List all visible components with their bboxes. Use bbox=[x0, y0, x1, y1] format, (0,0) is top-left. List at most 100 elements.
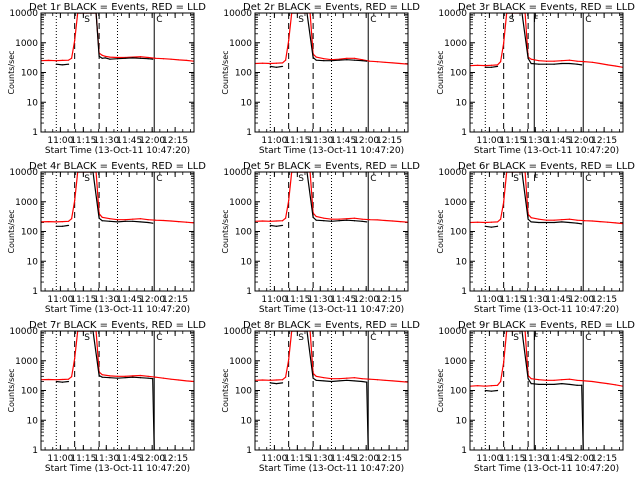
lld-point bbox=[496, 64, 499, 66]
y-tick-label: 10000 bbox=[9, 9, 38, 19]
lld-point bbox=[561, 60, 563, 62]
lld-point bbox=[376, 61, 378, 63]
y-tick-label: 10 bbox=[27, 416, 39, 426]
x-tick-label: 11:30 bbox=[93, 295, 119, 305]
events-point bbox=[98, 55, 100, 57]
chart-panel-6: Det 6r BLACK = Events, RED = LLD 1 10 100 10… bbox=[436, 161, 635, 315]
marker-letter: C bbox=[156, 15, 162, 25]
marker-letter: C bbox=[370, 174, 376, 184]
y-tick-label: 1000 bbox=[15, 39, 38, 49]
x-axis-label: Start Time (13-Oct-11 10:47:20) bbox=[259, 464, 404, 474]
events-point bbox=[61, 225, 64, 227]
lld-point bbox=[584, 220, 586, 222]
lld-point bbox=[346, 218, 348, 220]
lld-point bbox=[614, 65, 616, 67]
marker-letter: S bbox=[84, 174, 90, 184]
events-point bbox=[527, 378, 529, 380]
events-point bbox=[323, 220, 325, 222]
lld-point bbox=[285, 59, 287, 61]
plot-area bbox=[255, 13, 408, 132]
events-point bbox=[581, 64, 583, 66]
events-point bbox=[366, 221, 368, 223]
lld-point bbox=[147, 56, 149, 59]
x-tick-label: 11:45 bbox=[545, 136, 571, 146]
lld-point bbox=[576, 219, 578, 221]
events-point bbox=[576, 384, 578, 386]
lld-point bbox=[71, 376, 73, 378]
events-point bbox=[553, 383, 555, 386]
events-point bbox=[330, 380, 333, 383]
marker-letter: S bbox=[84, 15, 90, 25]
lld-point bbox=[330, 378, 333, 380]
plot-frame bbox=[40, 330, 195, 451]
lld-point bbox=[384, 61, 386, 63]
events-point bbox=[561, 62, 563, 65]
events-point bbox=[568, 383, 571, 386]
y-tick-label: 10 bbox=[241, 257, 253, 267]
lld-point bbox=[607, 221, 609, 223]
lld-point bbox=[162, 58, 164, 60]
y-tick-label: 10000 bbox=[9, 327, 38, 337]
x-tick-label: 11:30 bbox=[93, 454, 119, 464]
lld-point bbox=[262, 62, 264, 64]
lld-point bbox=[185, 59, 187, 62]
lld-point bbox=[538, 60, 540, 62]
events-point bbox=[581, 223, 583, 225]
lld-point bbox=[178, 59, 180, 61]
y-tick-label: 1000 bbox=[15, 357, 38, 367]
events-point bbox=[132, 220, 134, 222]
events-point bbox=[315, 379, 317, 381]
x-tick-label: 12:15 bbox=[162, 454, 188, 464]
events-point bbox=[275, 225, 278, 227]
lld-point bbox=[170, 58, 172, 60]
lld-point bbox=[545, 219, 548, 221]
events-point bbox=[366, 381, 368, 383]
x-axis-label: Start Time (13-Oct-11 10:47:20) bbox=[45, 305, 190, 315]
chart-title: Det 5r BLACK = Events, RED = LLD bbox=[243, 161, 420, 172]
lld-point bbox=[275, 379, 278, 381]
lld-point bbox=[346, 377, 348, 379]
events-point bbox=[269, 65, 271, 68]
chart-title: Det 8r BLACK = Events, RED = LLD bbox=[243, 320, 420, 331]
lld-point bbox=[288, 358, 290, 361]
events-point bbox=[147, 58, 149, 60]
y-tick-label: 100 bbox=[235, 387, 252, 397]
events-point bbox=[61, 64, 64, 66]
events-point bbox=[55, 225, 57, 227]
x-tick-label: 11:30 bbox=[307, 454, 333, 464]
events-point bbox=[496, 225, 499, 227]
events-point bbox=[346, 59, 348, 61]
x-tick-label: 12:00 bbox=[353, 454, 379, 464]
x-tick-label: 11:45 bbox=[116, 454, 142, 464]
events-point bbox=[538, 221, 540, 224]
lld-point bbox=[484, 385, 486, 387]
lld-point bbox=[281, 220, 284, 222]
lld-point bbox=[503, 42, 505, 44]
marker-letter: S bbox=[298, 333, 304, 343]
chart-panel-9: Det 9r BLACK = Events, RED = LLD 1 10 100 10… bbox=[436, 320, 635, 474]
lld-point bbox=[155, 376, 157, 378]
lld-point bbox=[553, 219, 555, 221]
x-tick-label: 12:15 bbox=[162, 295, 188, 305]
x-tick-label: 12:00 bbox=[568, 454, 594, 464]
lld-point bbox=[116, 56, 119, 59]
marker-letter: C bbox=[156, 174, 162, 184]
y-axis-label: Counts/sec bbox=[436, 368, 445, 412]
events-point bbox=[312, 377, 314, 379]
lld-point bbox=[61, 378, 64, 381]
events-point bbox=[581, 384, 583, 386]
x-tick-label: 11:30 bbox=[93, 136, 119, 146]
lld-point bbox=[109, 218, 111, 220]
lld-point bbox=[101, 216, 103, 218]
events-point bbox=[312, 56, 314, 59]
events-point bbox=[484, 389, 486, 392]
events-point bbox=[576, 222, 578, 224]
y-tick-label: 1000 bbox=[15, 198, 38, 208]
lld-point bbox=[55, 379, 57, 381]
x-tick-label: 11:15 bbox=[499, 454, 525, 464]
x-tick-label: 11:30 bbox=[307, 136, 333, 146]
lld-point bbox=[269, 62, 271, 65]
events-point bbox=[576, 63, 578, 65]
y-tick-label: 100 bbox=[235, 69, 252, 79]
y-tick-label: 10000 bbox=[438, 168, 467, 178]
